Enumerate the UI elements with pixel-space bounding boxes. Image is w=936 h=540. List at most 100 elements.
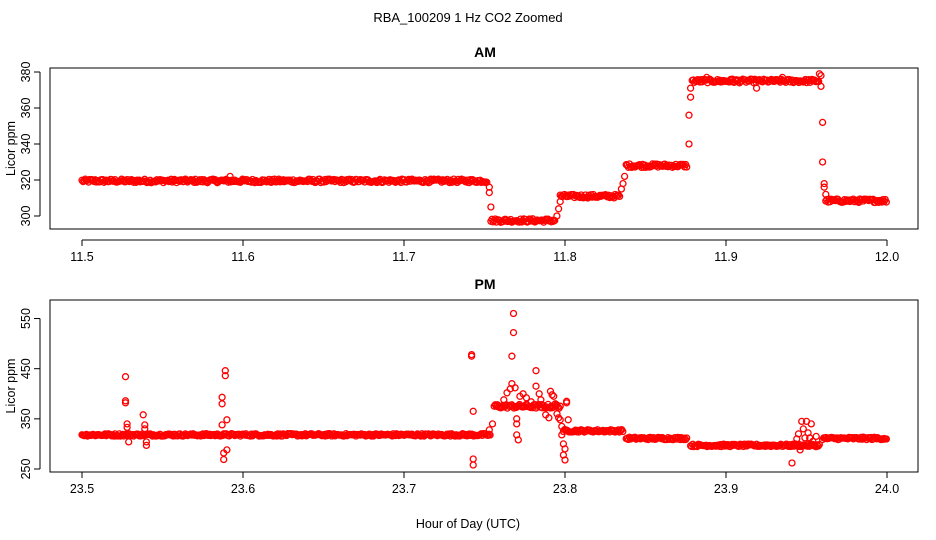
data-point-outlier — [822, 190, 830, 199]
data-point-outlier — [511, 384, 519, 392]
data-point-outlier — [485, 188, 493, 197]
data-point-outlier — [513, 415, 521, 423]
data-point-outlier — [487, 203, 495, 211]
data-point-outlier — [561, 445, 569, 453]
data-point-outlier — [794, 430, 803, 438]
data-point-outlier — [545, 414, 553, 422]
data-point-outlier — [554, 205, 563, 213]
data-point-outlier — [685, 140, 693, 148]
data-point-outlier — [125, 438, 133, 446]
data-point — [815, 441, 823, 449]
data-point-outlier — [485, 426, 493, 434]
data-point-outlier — [514, 436, 522, 444]
data-point-outlier — [796, 446, 804, 454]
data-point — [486, 431, 494, 439]
data-point-outlier — [778, 73, 787, 82]
data-point-outlier — [469, 407, 477, 415]
data-point-outlier — [469, 455, 477, 463]
data-point-outlier — [223, 416, 231, 424]
data-point — [615, 192, 624, 201]
x-ticks-am: 11.5 11.6 11.7 11.8 11.9 12.0 — [70, 239, 899, 264]
x-tick-label-am: 11.7 — [392, 250, 415, 264]
data-point-outlier — [817, 82, 825, 91]
y-tick-label-pm: 550 — [19, 308, 33, 329]
data-point-outlier — [562, 399, 571, 407]
data-point-outlier — [121, 373, 130, 381]
data-point-outlier — [553, 212, 561, 220]
data-point — [683, 163, 691, 171]
data-point-outlier — [703, 73, 711, 82]
data-point-outlier — [220, 455, 228, 464]
data-point-outlier — [554, 414, 563, 422]
data-point-outlier — [809, 437, 817, 446]
data-point-outlier — [123, 420, 131, 428]
x-ticks-pm: 23.5 23.6 23.7 23.8 23.9 24.0 — [70, 471, 899, 496]
data-point-outlier — [818, 118, 827, 127]
data-point-outlier — [221, 367, 229, 375]
data-point-outlier — [553, 410, 561, 418]
data-point-outlier — [799, 425, 807, 433]
data-point-outlier — [218, 421, 226, 429]
panel-title-am: AM — [474, 44, 496, 60]
data-point-outlier — [620, 172, 629, 181]
data-point-outlier — [556, 416, 564, 424]
x-tick-label-am: 12.0 — [875, 250, 899, 264]
data-point-outlier — [123, 423, 131, 432]
data-point-outlier — [535, 390, 543, 398]
data-point-outlier — [509, 309, 518, 318]
data-point-outlier — [815, 70, 824, 78]
data-point-outlier — [503, 389, 511, 397]
data-point — [814, 442, 822, 450]
data-point-outlier — [810, 441, 819, 449]
data-point-outlier — [141, 421, 149, 429]
data-point-outlier — [550, 392, 558, 400]
data-point-outlier — [508, 352, 516, 360]
data-point — [683, 434, 691, 442]
y-tick-label-am: 380 — [19, 62, 33, 83]
data-point-outlier — [221, 372, 229, 380]
data-point-outlier — [522, 394, 531, 402]
y-tick-label-am: 340 — [19, 134, 33, 155]
data-point-outlier — [551, 400, 559, 408]
data-point-outlier — [564, 416, 572, 424]
data-point-outlier — [141, 425, 149, 433]
x-tick-label-am: 11.5 — [70, 250, 93, 264]
panel-am: AM 11.5 11.6 11.7 11.8 11.9 12.0 300 320 340 360… — [4, 44, 919, 264]
data-point-outlier — [798, 417, 806, 426]
data-point-outlier — [788, 459, 796, 467]
x-tick-label-pm: 23.8 — [553, 482, 577, 496]
data-point-outlier — [820, 183, 828, 191]
data-point-outlier — [728, 75, 737, 83]
y-tick-label-am: 360 — [19, 98, 33, 119]
y-ticks-pm: 250 350 450 550 — [19, 308, 41, 479]
y-tick-label-pm: 450 — [19, 358, 33, 379]
data-point-outlier — [121, 399, 130, 407]
data-point — [882, 198, 890, 206]
data-point-outlier — [817, 71, 825, 80]
x-tick-label-am: 11.9 — [714, 250, 737, 264]
data-point-outlier — [532, 382, 540, 390]
data-point-outlier — [812, 432, 820, 441]
data-point-outlier — [686, 84, 695, 92]
data-point-outlier — [558, 422, 566, 431]
plot-frame-am — [49, 67, 919, 230]
data-point-outlier — [801, 434, 809, 442]
x-tick-label-am: 11.6 — [231, 250, 254, 264]
panel-title-pm: PM — [475, 276, 496, 292]
x-axis-label: Hour of Day (UTC) — [416, 517, 520, 531]
data-point — [619, 427, 627, 436]
y-ticks-am: 300 320 340 360 380 — [19, 62, 41, 226]
data-point-outlier — [538, 404, 547, 412]
data-point-outlier — [561, 456, 569, 464]
data-point-outlier — [548, 391, 556, 399]
y-tick-label-am: 320 — [19, 170, 33, 191]
data-points-am — [78, 70, 890, 226]
data-point-outlier — [513, 420, 521, 428]
data-point-outlier — [820, 179, 828, 188]
x-tick-label-pm: 23.9 — [714, 482, 738, 496]
data-point-outlier — [223, 446, 231, 454]
panel-pm: PM 23.5 23.6 23.7 23.8 23.9 24.0 250 350 450 550… — [4, 276, 919, 496]
data-point-outlier — [558, 431, 566, 439]
data-point-outlier — [218, 400, 226, 408]
